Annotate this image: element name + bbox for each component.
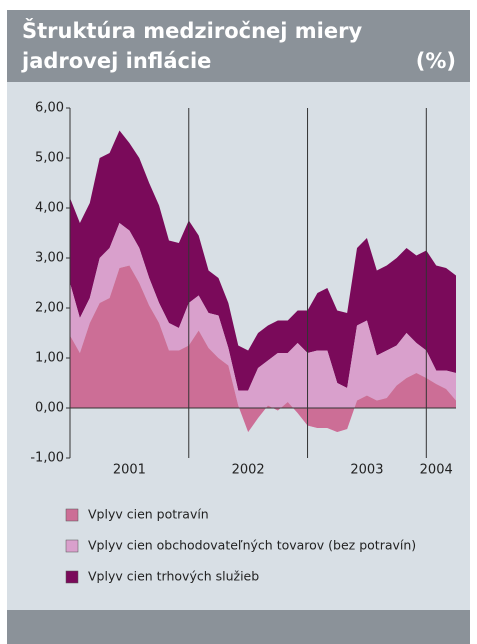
legend-label: Vplyv cien trhových služieb <box>88 569 259 584</box>
y-tick-label: 5,00 <box>35 151 64 166</box>
chart-title: Štruktúra medziročnej miery <box>22 18 362 43</box>
legend-swatch <box>65 570 79 584</box>
x-tick-label: 2001 <box>113 463 146 478</box>
x-tick-label: 2004 <box>420 463 453 478</box>
unit: (%) <box>416 49 456 73</box>
y-tick-label: 2,00 <box>35 301 64 316</box>
y-tick-label: -1,00 <box>30 451 64 466</box>
x-tick-label: 2003 <box>350 463 383 478</box>
legend-label: Vplyv cien obchodovateľných tovarov (bez… <box>88 538 416 553</box>
y-tick-label: 0,00 <box>35 401 64 416</box>
y-tick-label: 4,00 <box>35 201 64 216</box>
y-tick-label: 1,00 <box>35 351 64 366</box>
x-tick-label: 2002 <box>232 463 265 478</box>
footer <box>7 610 470 644</box>
legend-swatch <box>65 508 79 522</box>
y-tick-label: 6,00 <box>35 101 64 116</box>
area <box>70 223 456 432</box>
area <box>70 130 456 391</box>
chart-title: jadrovej inflácie <box>21 49 211 73</box>
area <box>70 265 456 432</box>
y-tick-label: 3,00 <box>35 251 64 266</box>
legend-label: Vplyv cien potravín <box>88 507 209 522</box>
legend-swatch <box>65 539 79 553</box>
header <box>7 10 470 82</box>
